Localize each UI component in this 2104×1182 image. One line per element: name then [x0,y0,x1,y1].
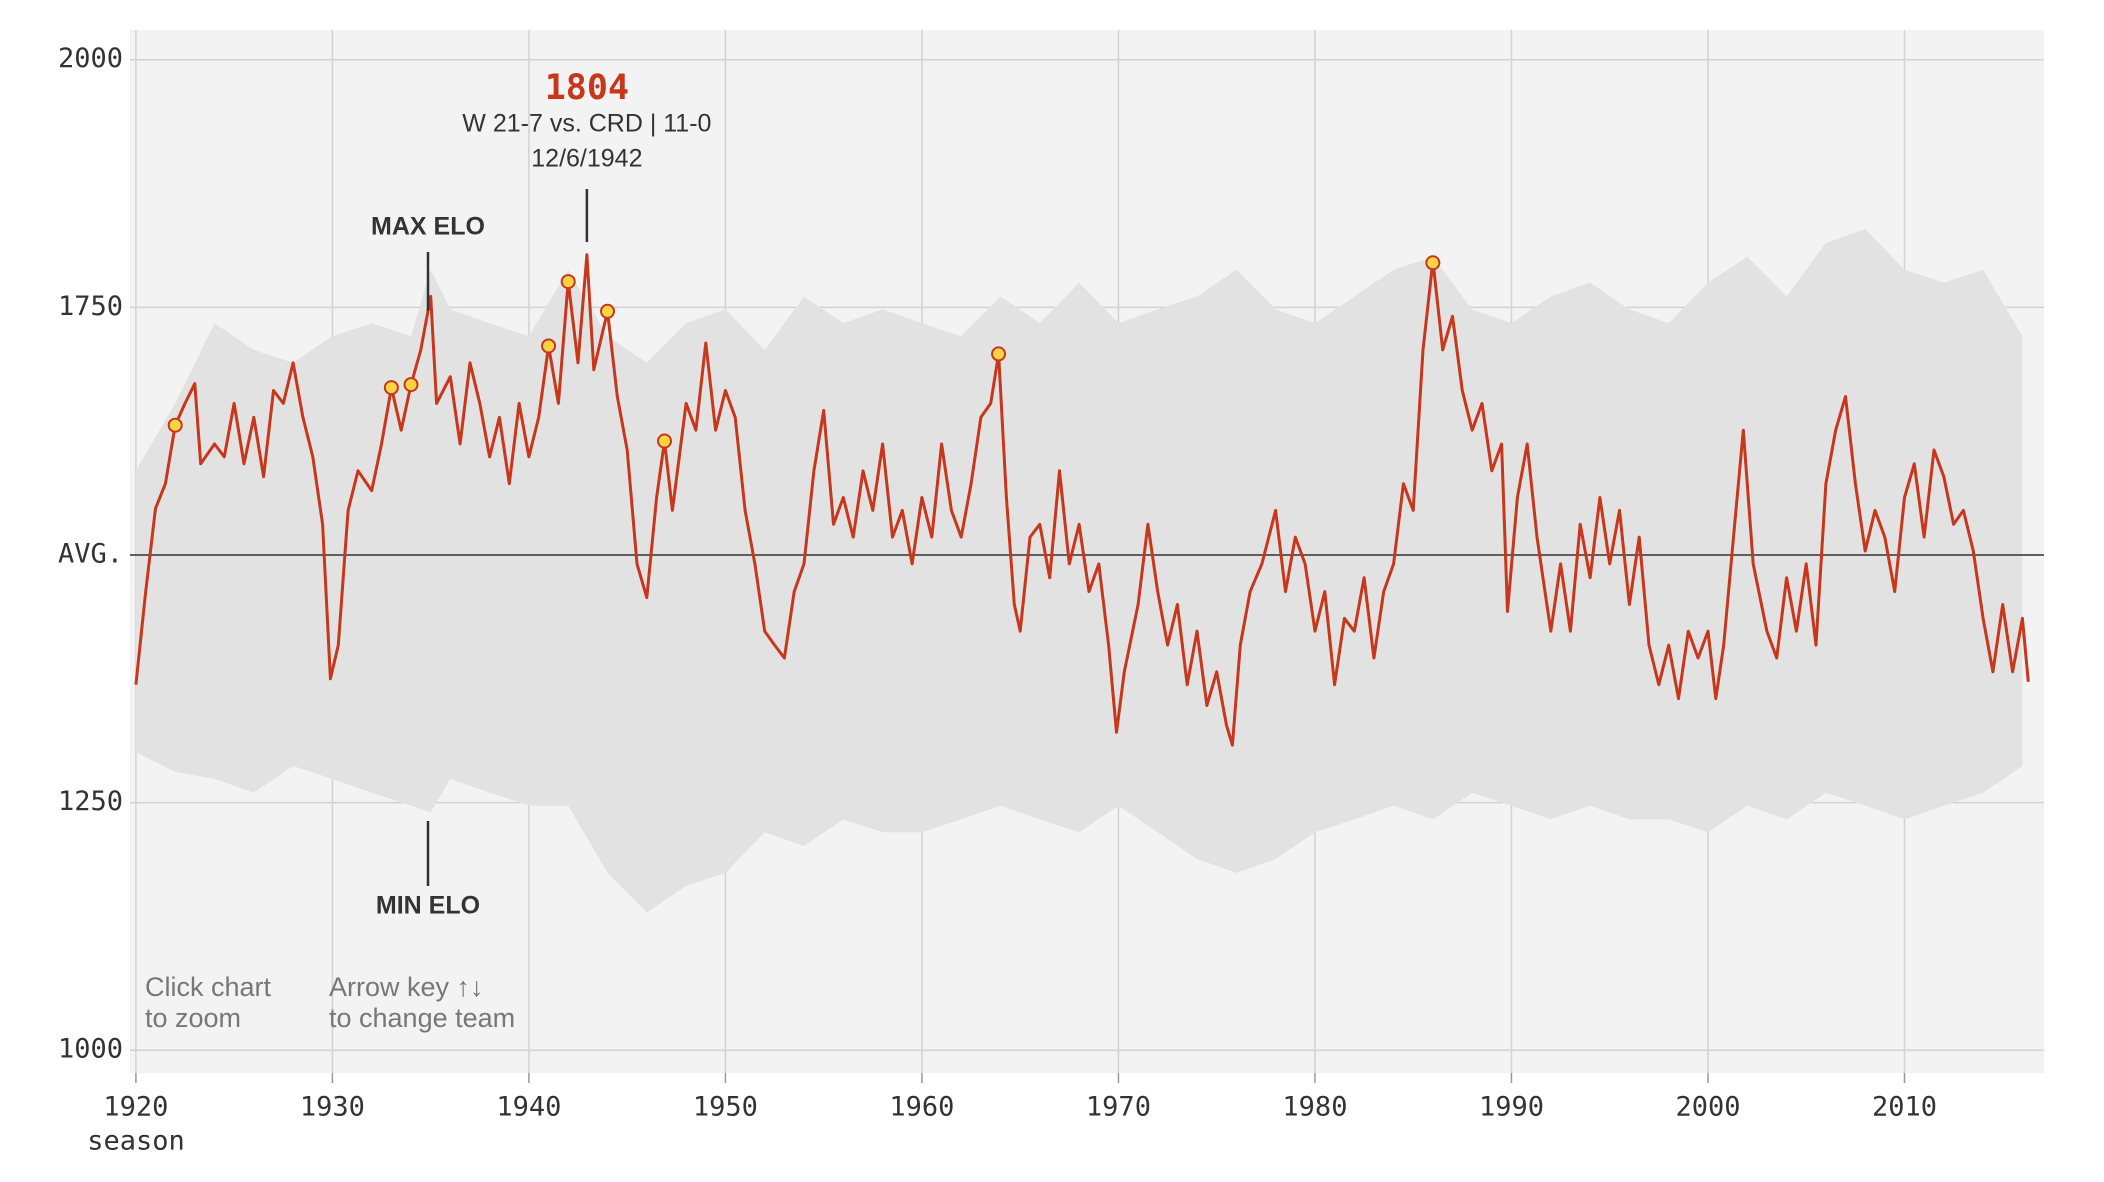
peak-marker [383,380,399,396]
x-tick-label: 1990 [1479,1092,1544,1123]
peak-marker [657,433,673,449]
max-annotation: MAX ELO [371,213,485,241]
x-tick-label: 1940 [496,1092,561,1123]
peak-marker [541,338,557,354]
x-axis-label: season [87,1126,185,1157]
y-tick-label: 2000 [58,43,123,74]
y-tick-label: 1250 [58,786,123,817]
y-tick-label: 1750 [58,291,123,322]
y-tick-label: AVG. [58,538,123,569]
min-annotation: MIN ELO [376,892,480,920]
peak-marker [403,377,419,393]
note: to change team [329,1003,515,1033]
peak-marker [560,274,576,290]
peak-marker [991,346,1007,362]
x-tick-label: 1920 [103,1092,168,1123]
x-tick-label: 1960 [889,1092,954,1123]
x-tick-label: 1950 [693,1092,758,1123]
peak-marker [600,303,616,319]
y-tick-label: 1000 [58,1034,123,1065]
peak-marker [1425,255,1441,271]
highlight-date: 12/6/1942 [531,145,642,173]
note: Click chart [145,972,272,1002]
peak-marker [167,417,183,433]
x-tick-label: 2000 [1675,1092,1740,1123]
x-tick-label: 2010 [1872,1092,1937,1123]
note: to zoom [145,1003,241,1033]
elo-line [134,253,2030,747]
x-tick-label: 1980 [1282,1092,1347,1123]
x-tick-label: 1970 [1086,1092,1151,1123]
highlight-value: 1804 [545,68,629,108]
highlight-result: W 21-7 vs. CRD | 11-0 [462,110,711,138]
x-tick-label: 1930 [300,1092,365,1123]
note: Arrow key ↑↓ [329,972,484,1002]
range-band [135,229,2023,913]
